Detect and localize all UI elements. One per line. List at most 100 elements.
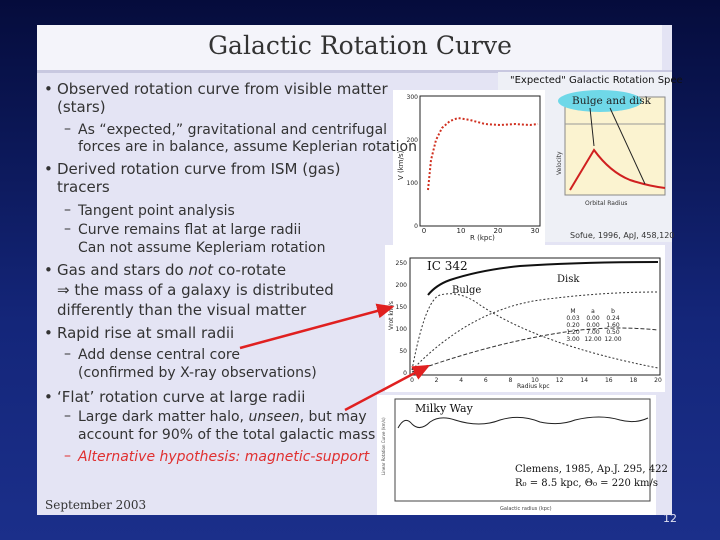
sofue-figure	[393, 90, 545, 245]
slide-title: Galactic Rotation Curve	[208, 31, 512, 60]
y-tick-label: 150	[396, 304, 408, 311]
sofue-curve	[427, 116, 539, 191]
bullet-text: Derived rotation curve from ISM (gas)	[57, 160, 341, 178]
sub-bullet: –	[64, 346, 71, 362]
sub-bullet-text: account for 90% of the total galactic ma…	[78, 427, 376, 443]
milkyway-title: Milky Way	[415, 402, 474, 415]
text: , but may	[299, 409, 367, 425]
sub-bullet: –	[64, 202, 71, 218]
page-number: 12	[663, 512, 677, 525]
table-cell: 0.50	[606, 329, 620, 336]
x-tick-label: 14	[580, 377, 588, 384]
arrow	[589, 107, 595, 147]
x-tick-label: 16	[605, 377, 613, 384]
sub-bullet-text-red: Alternative hypothesis: magnetic-support	[78, 449, 370, 465]
ic342-curve	[427, 261, 659, 296]
table-cell: 0.00	[586, 315, 600, 322]
ic342-y-label: Vrot km/s	[388, 301, 395, 330]
title-bar	[37, 25, 662, 70]
table-cell: 7.00	[586, 329, 600, 336]
x-tick-label: 8	[508, 377, 512, 384]
x-tick-label: 4	[459, 377, 463, 384]
ic342-axes	[409, 257, 661, 376]
bullet: •	[44, 261, 53, 279]
sofue-y-label: V (km/s)	[397, 150, 405, 180]
sub-bullet: –	[64, 448, 71, 464]
sub-bullet-text: Can not assume Kepleriam rotation	[78, 240, 326, 256]
expected-plot	[564, 96, 666, 196]
x-tick-label: 12	[556, 377, 564, 384]
sub-bullet-text: Curve remains flat at large radii	[78, 222, 302, 238]
bullet-text: differently than the visual matter	[57, 301, 307, 319]
ic342-curve	[411, 327, 659, 373]
y-tick-label: 0	[414, 223, 418, 230]
bullet-text: tracers	[57, 178, 110, 196]
table-cell: 1.20	[566, 329, 580, 336]
text: co-rotate	[213, 261, 287, 279]
x-tick-label: 0	[422, 227, 426, 235]
milkyway-axes	[394, 398, 651, 502]
bullet-text: Rapid rise at small radii	[57, 324, 235, 342]
ic342-curve	[411, 291, 659, 371]
table-header: a	[591, 308, 595, 315]
red-arrow	[344, 364, 431, 412]
table-header: b	[611, 308, 615, 315]
x-tick-label: 0	[410, 377, 414, 384]
bullet: •	[44, 324, 53, 342]
title-rule	[37, 70, 672, 73]
text-italic: unseen	[248, 409, 300, 425]
milkyway-x-label: Galactic radius (kpc)	[500, 506, 552, 512]
sub-bullet-text: forces are in balance, assume Keplerian …	[78, 139, 417, 155]
table-cell: 0.24	[606, 315, 620, 322]
bullet-text: Observed rotation curve from visible mat…	[57, 80, 388, 98]
ic342-disk: Disk	[557, 274, 580, 285]
milkyway-figure	[377, 395, 656, 515]
ic342-figure	[385, 245, 665, 392]
text: Gas and stars do	[57, 261, 189, 279]
expected-title: "Expected" Galactic Rotation Spee	[510, 75, 683, 86]
x-tick-label: 20	[654, 377, 662, 384]
x-tick-label: 6	[484, 377, 488, 384]
expected-y-label: Velocity	[556, 151, 563, 175]
x-tick-label: 10	[457, 227, 466, 235]
table-cell: 0.00	[586, 322, 600, 329]
highlight	[558, 90, 642, 112]
x-tick-label: 20	[494, 227, 503, 235]
y-tick-label: 100	[396, 326, 408, 333]
table-cell: 0.03	[566, 315, 580, 322]
bullet-text: (stars)	[57, 98, 106, 116]
table-cell: 12.00	[604, 336, 621, 343]
bullet-text: Gas and stars do not co-rotate	[57, 261, 286, 279]
milkyway-y-label: Linear Rotation Curve (km/s)	[381, 417, 386, 475]
sub-bullet: –	[64, 408, 71, 424]
bullet-text: ⇒ the mass of a galaxy is distributed	[57, 281, 334, 299]
x-tick-label: 18	[630, 377, 638, 384]
sub-bullet-text: (confirmed by X-ray observations)	[78, 365, 317, 381]
sub-bullet: –	[64, 121, 71, 137]
sofue-x-label: R (kpc)	[470, 234, 495, 242]
milkyway-citation: Clemens, 1985, Ap.J. 295, 422	[515, 464, 668, 475]
sub-bullet-text: Large dark matter halo, unseen, but may	[78, 408, 367, 426]
arrow	[609, 107, 646, 185]
ic342-bulge: Bulge	[452, 285, 481, 296]
bullet-text: ‘Flat’ rotation curve at large radii	[57, 388, 306, 406]
table-cell: 0.20	[566, 322, 580, 329]
text: Large dark matter halo,	[78, 409, 249, 425]
sofue-axes	[419, 95, 541, 227]
milkyway-params: R₀ = 8.5 kpc, Θ₀ = 220 km/s	[515, 478, 658, 489]
y-tick-label: 50	[399, 348, 407, 355]
table-cell: 3.00	[566, 336, 580, 343]
table-cell: 1.60	[606, 322, 620, 329]
footer: September 2003	[45, 498, 146, 512]
y-tick-label: 250	[396, 260, 408, 267]
ic342-curve	[411, 293, 659, 371]
x-tick-label: 10	[531, 377, 539, 384]
bullet: •	[44, 80, 53, 98]
red-arrow	[239, 303, 395, 350]
table-cell: 12.00	[584, 336, 601, 343]
bullet: •	[44, 388, 53, 406]
sub-bullet-text: As “expected,” gravitational and centrif…	[78, 122, 388, 138]
y-tick-label: 100	[407, 180, 419, 187]
